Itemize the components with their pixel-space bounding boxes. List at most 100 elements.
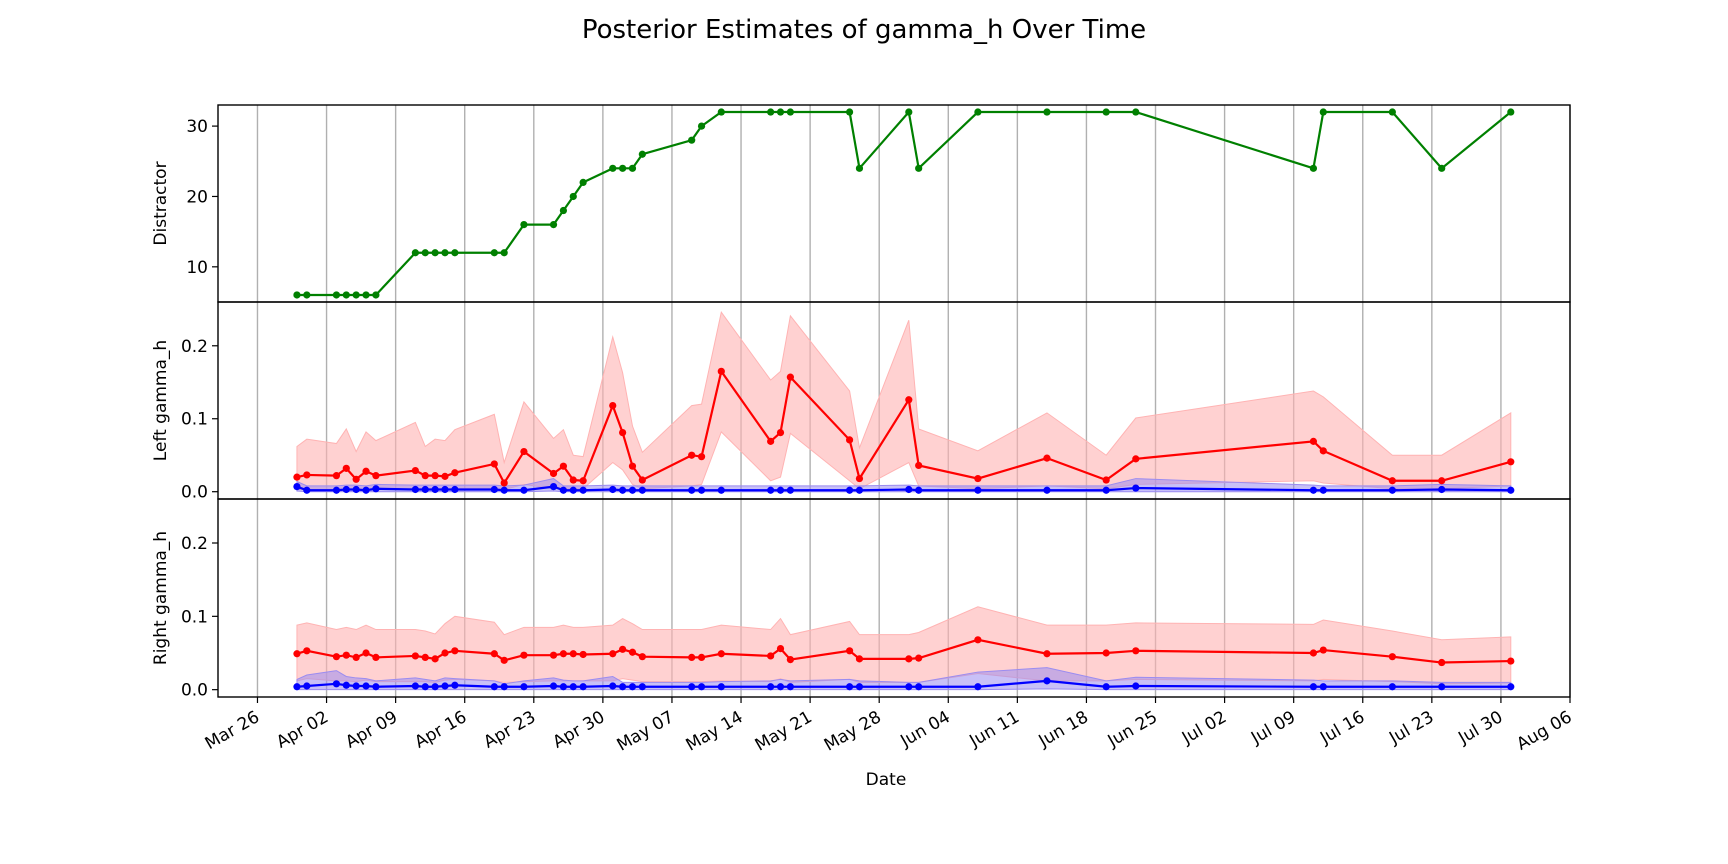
data-point (905, 655, 913, 663)
data-point (697, 653, 706, 662)
data-point (1043, 454, 1051, 462)
series-line (296, 485, 1511, 492)
x-tick-label: Apr 16 (411, 707, 470, 753)
data-point (776, 683, 785, 691)
data-point (352, 653, 360, 662)
data-point (717, 683, 725, 691)
data-point (490, 650, 498, 658)
data-point (717, 650, 725, 658)
data-point (786, 656, 794, 664)
data-point (1132, 455, 1140, 463)
x-tick-label: Jul 30 (1454, 707, 1506, 749)
data-point (776, 645, 785, 653)
data-point (855, 655, 864, 663)
x-tick-label: Jul 09 (1247, 707, 1299, 749)
data-point (915, 164, 923, 172)
data-point (1043, 677, 1051, 685)
y-tick-label: 10 (186, 258, 208, 278)
x-tick-label: Jul 16 (1316, 707, 1368, 749)
data-point (1132, 682, 1140, 690)
data-point (569, 650, 577, 658)
data-point (619, 645, 627, 653)
data-point (688, 451, 696, 459)
data-point (342, 464, 350, 472)
data-point (293, 291, 301, 299)
data-point (441, 249, 449, 257)
data-point (332, 472, 341, 480)
data-point (332, 291, 341, 299)
data-point (1043, 108, 1051, 116)
data-point (372, 291, 380, 299)
data-point (451, 485, 459, 494)
data-point (609, 485, 617, 494)
data-point (786, 108, 794, 116)
data-point (520, 651, 528, 659)
data-point (638, 683, 646, 691)
data-point (915, 486, 923, 494)
data-point (1438, 683, 1446, 691)
data-point (303, 682, 311, 690)
data-point (1507, 683, 1515, 691)
data-point (905, 683, 913, 691)
data-point (441, 682, 449, 690)
data-point (915, 461, 923, 470)
data-point (1388, 653, 1396, 661)
data-point (372, 653, 380, 662)
data-point (303, 471, 311, 479)
data-point (638, 150, 646, 158)
data-point (1309, 486, 1318, 494)
data-point (342, 291, 350, 299)
data-point (609, 682, 617, 690)
data-point (1319, 646, 1327, 654)
data-point (1043, 486, 1051, 494)
data-point (776, 486, 785, 494)
data-point (520, 221, 528, 229)
data-point (293, 473, 301, 481)
data-point (697, 122, 706, 130)
data-point (915, 654, 923, 662)
data-point (628, 683, 637, 691)
data-point (1388, 683, 1396, 691)
data-point (520, 683, 528, 691)
y-tick-label: 0.1 (181, 410, 208, 430)
data-point (332, 486, 341, 494)
data-point (619, 164, 627, 172)
data-point (549, 221, 558, 229)
data-point (520, 486, 528, 494)
data-point (855, 486, 864, 494)
data-point (352, 475, 360, 483)
data-point (490, 683, 498, 691)
data-point (688, 683, 696, 691)
data-point (845, 647, 854, 655)
data-point (845, 436, 854, 444)
data-point (1438, 164, 1446, 172)
data-point (490, 460, 498, 468)
data-point (332, 653, 341, 661)
data-point (569, 683, 577, 691)
data-point (342, 681, 350, 689)
data-point (569, 486, 577, 494)
data-point (1388, 108, 1396, 116)
data-point (559, 462, 568, 470)
data-point (549, 651, 558, 659)
data-point (1309, 437, 1318, 445)
panel-2: 0.0 0.1 0.2 Right gamma_h (151, 498, 1571, 701)
data-point (421, 249, 429, 257)
data-point (619, 486, 627, 494)
data-point (559, 486, 568, 494)
data-point (441, 649, 449, 657)
data-point (1102, 486, 1110, 494)
data-point (786, 486, 794, 494)
data-point (638, 653, 646, 661)
data-point (767, 652, 775, 660)
y-axis-label: Left gamma_h (151, 340, 171, 461)
data-point (855, 164, 864, 172)
data-point (609, 164, 617, 172)
data-point (697, 453, 706, 461)
data-point (421, 653, 429, 662)
x-tick-label: Aug 06 (1513, 707, 1575, 754)
x-axis-label: Date (866, 770, 907, 790)
data-point (1043, 650, 1051, 658)
data-point (1507, 486, 1515, 494)
data-point (697, 683, 706, 691)
